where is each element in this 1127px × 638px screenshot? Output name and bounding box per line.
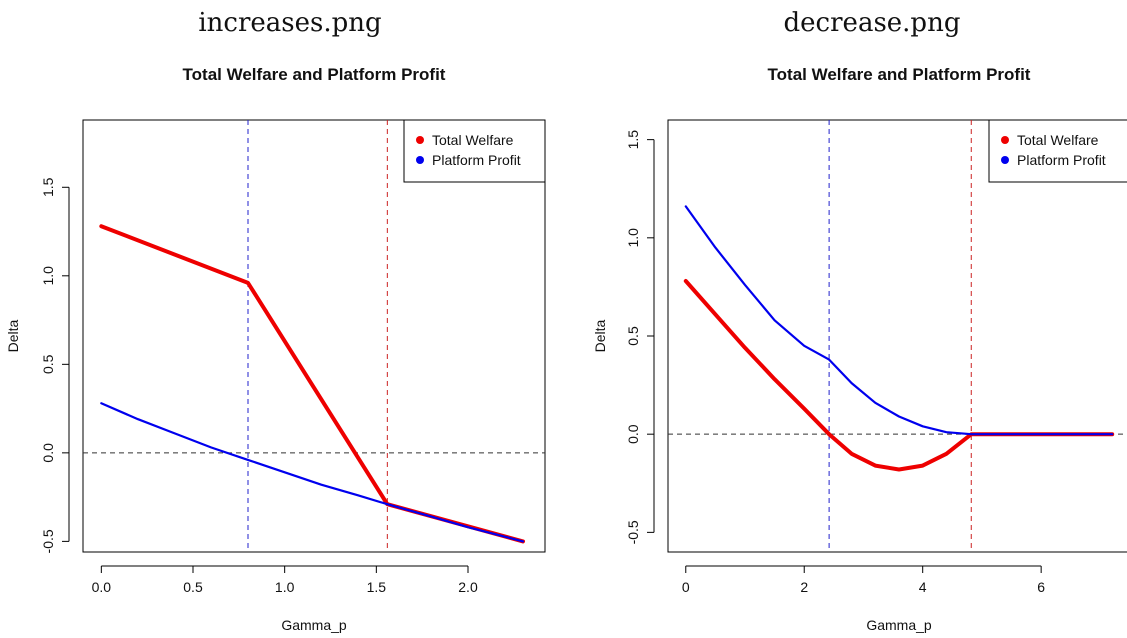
chart1-x-tick-label: 2.0 [458, 579, 478, 595]
chart2-y-tick-label: 1.5 [625, 130, 641, 150]
chart1-x-axis-label: Gamma_p [281, 617, 347, 633]
chart2-y-tick-label: 1.0 [625, 228, 641, 248]
chart1-x-tick-label: 1.5 [367, 579, 387, 595]
chart1-legend-marker-2 [416, 156, 424, 164]
chart2-x-axis-label: Gamma_p [866, 617, 932, 633]
caption-left: increases.png [198, 8, 382, 38]
chart1-x-tick-label: 0.5 [183, 579, 203, 595]
chart2-y-axis-label: Delta [592, 319, 608, 352]
chart1-title: Total Welfare and Platform Profit [183, 65, 446, 84]
chart2-plot-frame [667, 119, 1127, 553]
chart1-y-tick-label: -0.5 [40, 529, 56, 553]
chart2-series-line-platform-profit [684, 205, 1114, 436]
chart1-legend-marker-1 [416, 136, 424, 144]
chart2-x-tick-label: 6 [1037, 579, 1045, 595]
chart2-title: Total Welfare and Platform Profit [768, 65, 1031, 84]
chart2-legend-marker-1 [1001, 136, 1009, 144]
chart2-x-tick-label: 4 [919, 579, 927, 595]
chart2-legend-box [988, 119, 1127, 183]
chart2-y-tick-label: 0.5 [625, 326, 641, 346]
chart1-legend-label-1: Total Welfare [432, 132, 514, 148]
chart1-series-line-total-welfare [99, 224, 525, 544]
chart1-y-tick-label: 0.0 [40, 443, 56, 463]
chart2-y-tick-label: -0.5 [625, 520, 641, 544]
chart1-y-tick-label: 1.0 [40, 266, 56, 286]
chart2-y-tick-label: 0.0 [625, 424, 641, 444]
chart2-x-tick-label: 2 [800, 579, 808, 595]
chart2-legend-label-2: Platform Profit [1017, 152, 1106, 168]
chart1-legend-box [403, 119, 546, 183]
caption-right: decrease.png [783, 8, 961, 38]
chart1-x-tick-label: 0.0 [92, 579, 112, 595]
chart1-x-tick-label: 1.0 [275, 579, 295, 595]
chart1-series-line-platform-profit [100, 402, 525, 543]
chart1-y-axis-label: Delta [5, 319, 21, 352]
chart1-plot-frame [82, 119, 546, 553]
chart2-legend-marker-2 [1001, 156, 1009, 164]
chart2-x-tick-label: 0 [682, 579, 690, 595]
chart2-legend-label-1: Total Welfare [1017, 132, 1099, 148]
chart1-legend-label-2: Platform Profit [432, 152, 521, 168]
chart1-y-tick-label: 1.5 [40, 177, 56, 197]
chart2-series-line-total-welfare [683, 279, 1115, 472]
chart1-y-tick-label: 0.5 [40, 354, 56, 374]
